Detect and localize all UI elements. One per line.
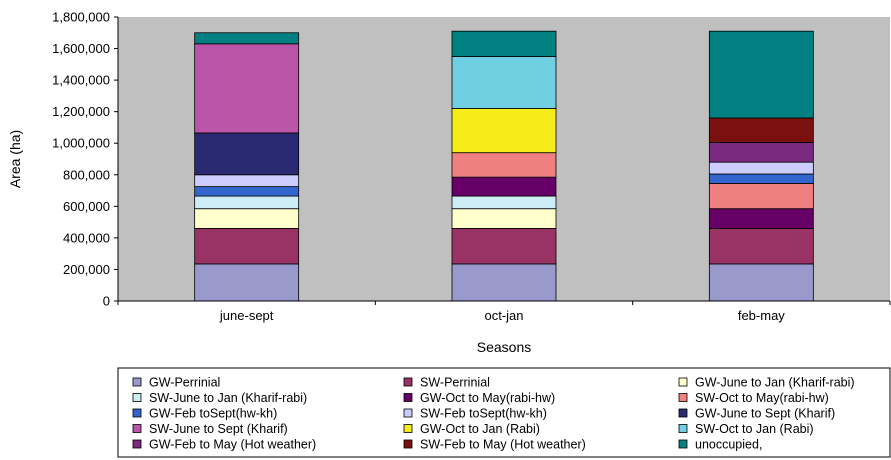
legend-label: GW-Oct to Jan (Rabi) bbox=[420, 422, 540, 436]
legend-label: GW-June to Sept (Kharif) bbox=[695, 407, 835, 421]
bar-segment bbox=[451, 56, 557, 109]
x-ticks-group: june-sept oct-jan feb-may bbox=[117, 301, 891, 323]
legend-label: GW-Oct to May(rabi-hw) bbox=[420, 391, 555, 405]
legend-swatch bbox=[132, 393, 142, 402]
legend-label: SW-Oct to May(rabi-hw) bbox=[695, 391, 829, 405]
bar-segment bbox=[708, 142, 814, 163]
bars-group bbox=[194, 30, 814, 302]
legend-label: GW-June to Jan (Kharif-rabi) bbox=[695, 376, 855, 390]
bar-segment bbox=[708, 117, 814, 143]
bar-segment bbox=[708, 208, 814, 229]
bar-segment bbox=[451, 208, 557, 229]
bar-segment bbox=[194, 43, 300, 134]
bar-segment bbox=[708, 183, 814, 210]
y-tick-label: 200,000 bbox=[63, 262, 110, 277]
legend-box bbox=[117, 367, 891, 458]
bar-segment bbox=[708, 263, 814, 302]
bar-segment bbox=[451, 30, 557, 57]
bar-segment bbox=[451, 228, 557, 265]
legend-label: GW-Perrinial bbox=[149, 376, 220, 390]
legend-swatch bbox=[132, 408, 142, 418]
legend-swatch bbox=[132, 377, 142, 387]
bar-segment bbox=[708, 30, 814, 119]
bar-segment bbox=[451, 176, 557, 197]
bar-segment bbox=[708, 173, 814, 184]
x-tick-label: feb-may bbox=[738, 308, 785, 323]
legend-label: SW-Feb to May (Hot weather) bbox=[420, 438, 586, 452]
bar-segment bbox=[451, 263, 557, 302]
legend-swatch bbox=[132, 439, 142, 449]
y-tick-label: 400,000 bbox=[63, 230, 110, 245]
bar-segment bbox=[194, 132, 300, 176]
bar-segment bbox=[451, 152, 557, 178]
bar-segment bbox=[194, 32, 300, 45]
bar-segment bbox=[708, 161, 814, 175]
y-ticks-group: 0 200,000 400,000 600,000 800,000 1,000,000 1,… bbox=[52, 10, 118, 309]
legend-swatch bbox=[678, 439, 688, 449]
bar-segment bbox=[194, 195, 300, 210]
legend-label: SW-June to Jan (Kharif-rabi) bbox=[149, 391, 307, 405]
x-tick-label: june-sept bbox=[219, 308, 274, 323]
y-tick-label: 0 bbox=[103, 294, 110, 309]
y-tick-label: 800,000 bbox=[63, 167, 110, 182]
legend-label: SW-Oct to Jan (Rabi) bbox=[695, 422, 814, 436]
x-axis-title: Seasons bbox=[477, 339, 531, 355]
legend-label: SW-June to Sept (Kharif) bbox=[149, 422, 288, 436]
y-tick-label: 1,800,000 bbox=[52, 10, 110, 25]
bar-segment bbox=[194, 186, 300, 197]
y-tick-label: 1,400,000 bbox=[52, 73, 110, 88]
y-tick-label: 600,000 bbox=[63, 199, 110, 214]
bar-segment bbox=[194, 263, 300, 302]
bar-segment bbox=[708, 228, 814, 265]
legend: GW-Perrinial SW-Perrinial GW-June to Jan (… bbox=[132, 376, 855, 452]
bar-segment bbox=[194, 174, 300, 188]
bar-segment bbox=[194, 228, 300, 265]
bar-segment bbox=[194, 208, 300, 229]
y-tick-label: 1,200,000 bbox=[52, 104, 110, 119]
legend-label: GW-Feb to May (Hot weather) bbox=[149, 438, 316, 452]
bar-segment bbox=[451, 108, 557, 154]
legend-label: GW-Feb toSept(hw-kh) bbox=[149, 407, 277, 421]
y-axis-title: Area (ha) bbox=[7, 130, 23, 188]
legend-swatch bbox=[678, 408, 688, 418]
y-tick-label: 1,600,000 bbox=[52, 41, 110, 56]
legend-label: SW-Perrinial bbox=[420, 376, 490, 390]
legend-swatch bbox=[403, 424, 413, 433]
legend-swatch bbox=[403, 408, 413, 418]
legend-swatch bbox=[403, 439, 413, 449]
legend-label: SW-Feb toSept(hw-kh) bbox=[420, 407, 547, 421]
legend-swatch bbox=[678, 424, 688, 433]
bar-segment bbox=[451, 195, 557, 210]
legend-swatch bbox=[678, 377, 688, 387]
legend-swatch bbox=[403, 393, 413, 402]
legend-label: unoccupied, bbox=[695, 438, 762, 452]
y-tick-label: 1,000,000 bbox=[52, 136, 110, 151]
legend-swatch bbox=[132, 424, 142, 433]
legend-swatch bbox=[403, 377, 413, 387]
x-tick-label: oct-jan bbox=[484, 308, 523, 323]
legend-swatch bbox=[678, 393, 688, 402]
